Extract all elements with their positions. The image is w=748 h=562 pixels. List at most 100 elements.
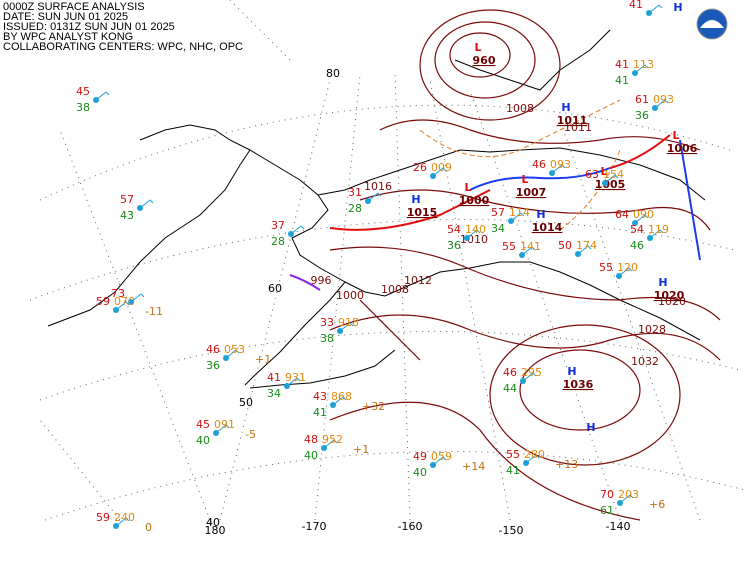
wind-barb (215, 424, 230, 434)
station-pressure: 868 (331, 390, 352, 403)
isobar (519, 349, 641, 431)
station-temperature: 73 (111, 287, 125, 300)
trough (419, 99, 621, 158)
station-plot: 41 34 931 (267, 371, 306, 400)
station-tendency: +32 (362, 400, 385, 413)
pressure-symbol: L (521, 173, 528, 186)
header-line: DATE: SUN JUN 01 2025 (3, 11, 128, 23)
station-pressure: 931 (285, 371, 306, 384)
station-plot: 64 090 (615, 208, 654, 226)
wind-barb (290, 225, 305, 235)
station-temperature: 46 (532, 158, 546, 171)
wind-barb (522, 372, 537, 382)
station-dewpoint: 40 (196, 434, 210, 447)
lon-line (229, 0, 291, 61)
station-pressure: 059 (431, 450, 452, 463)
wind-barb (95, 91, 110, 101)
siberia-coast (47, 124, 251, 327)
station-plot: 46 36 053 +1 (206, 343, 271, 372)
longitude-label: 180 (205, 524, 226, 537)
wind-barb (577, 245, 592, 255)
pressure-value: 960 (473, 54, 496, 67)
station-plot: 63 154 (585, 168, 624, 186)
station-temperature: 45 (76, 85, 90, 98)
isobar-label: 1008 (506, 102, 534, 115)
station-temperature: 55 (506, 448, 520, 461)
station-plot: 54 46 119 (630, 223, 669, 252)
station-pressure: 053 (224, 343, 245, 356)
station-temperature: 63 (585, 168, 599, 181)
isobar (379, 119, 701, 151)
isobar (359, 299, 421, 361)
station-dewpoint: 41 (313, 406, 327, 419)
station-plot: 49 40 059 +14 (413, 450, 485, 479)
station-temperature: 57 (120, 193, 134, 206)
station-tendency: -5 (245, 428, 256, 441)
station-pressure: 113 (633, 58, 654, 71)
isobar-label: 1032 (631, 355, 659, 368)
station-plot: 46 44 295 (503, 366, 542, 395)
station-temperature: 55 (599, 261, 613, 274)
station-temperature: 64 (615, 208, 629, 221)
lat-line (29, 219, 736, 301)
wind-barb (634, 214, 649, 224)
station-plot: 45 40 091 -5 (196, 418, 256, 447)
longitude-label: -140 (606, 520, 631, 533)
station-dewpoint: 38 (320, 332, 334, 345)
station-pressure: 091 (214, 418, 235, 431)
station-pressure: 070 (114, 295, 135, 308)
station-plot: 55 141 (502, 240, 541, 258)
pressure-symbol: H (536, 208, 545, 221)
lon-line (429, 79, 511, 521)
station-tendency: +13 (555, 458, 578, 471)
alaska-west-coast (244, 149, 346, 386)
trough (559, 149, 621, 231)
station-plot: 46 093 (532, 158, 571, 176)
occluded-front (289, 274, 321, 291)
station-pressure: 154 (603, 168, 624, 181)
lon-line (314, 74, 361, 521)
pressure-value: 1014 (532, 221, 563, 234)
station-temperature: 33 (320, 316, 334, 329)
station-temperature: 41 (267, 371, 281, 384)
wind-barb (648, 4, 663, 14)
wind-barb (551, 164, 566, 174)
station-pressure: 093 (550, 158, 571, 171)
isobar (329, 246, 721, 321)
pressure-value: 1000 (459, 194, 490, 207)
station-plot: 57 34 114 (491, 206, 530, 235)
station-plot: 59 070 -11 (96, 295, 163, 318)
station-temperature: 31 (348, 186, 362, 199)
aleutians (249, 349, 396, 389)
station-temperature: 54 (447, 223, 461, 236)
isobar-label: 1016 (364, 180, 392, 193)
isobar-label: 1008 (381, 283, 409, 296)
isobar (329, 314, 721, 361)
pressure-symbol: L (474, 41, 481, 54)
wind-barb (618, 267, 633, 277)
station-plot: 55 120 (599, 261, 638, 279)
latitude-label: 50 (239, 396, 253, 409)
pressure-value: 1020 (654, 289, 685, 302)
graticule (29, 0, 746, 521)
station-dewpoint: 44 (503, 382, 517, 395)
arctic-coast (317, 147, 706, 201)
isobar-label: 1000 (336, 289, 364, 302)
wind-barb (286, 377, 301, 387)
station-pressure: 090 (633, 208, 654, 221)
station-temperature: 61 (635, 93, 649, 106)
header-line: 0000Z SURFACE ANALYSIS (3, 1, 145, 13)
wind-barb (654, 99, 669, 109)
station-dewpoint: 34 (267, 387, 281, 400)
logo-bird (700, 20, 724, 28)
station-pressure: 141 (520, 240, 541, 253)
station-plot: 41 41 113 (615, 58, 654, 87)
isobar (449, 32, 511, 78)
station-temperature: 70 (600, 488, 614, 501)
wind-barb (432, 167, 447, 177)
isobar-label: 1011 (564, 121, 592, 134)
wind-barb (525, 454, 540, 464)
